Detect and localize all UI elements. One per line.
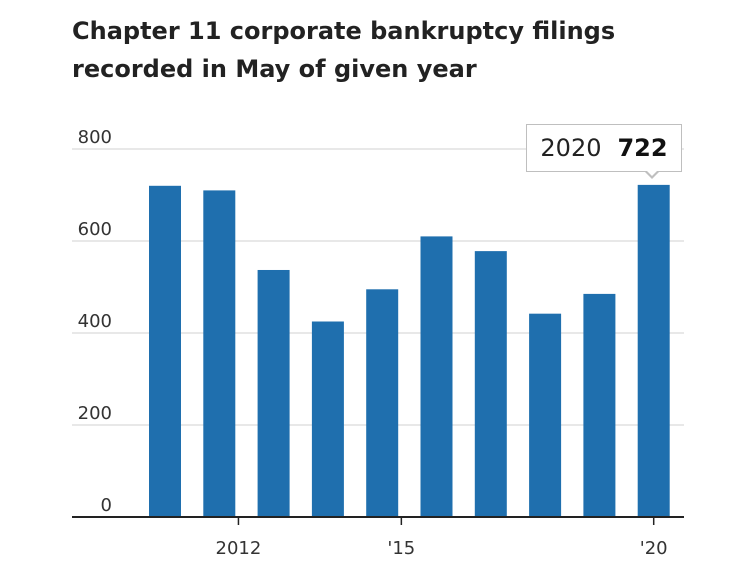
y-tick-label: 800 [78, 127, 112, 148]
callout-pointer-fill [645, 170, 658, 176]
x-tick-label: '15 [387, 538, 415, 559]
y-tick-label: 200 [78, 403, 112, 424]
y-tick-label: 0 [101, 495, 112, 516]
bar [366, 289, 399, 517]
bar [637, 184, 670, 517]
bar [474, 251, 507, 517]
bar [149, 185, 181, 518]
bar [529, 313, 562, 517]
callout-year: 2020 [540, 134, 602, 162]
bar [583, 293, 616, 517]
y-tick-label: 400 [78, 311, 112, 332]
bar [203, 190, 236, 517]
bar [311, 321, 344, 517]
y-tick-label: 600 [78, 219, 112, 240]
bar [257, 269, 290, 517]
chart-title: Chapter 11 corporate bankruptcy filings … [72, 12, 712, 88]
chart-title-line-2: recorded in May of given year [72, 55, 477, 83]
chart-title-line-1: Chapter 11 corporate bankruptcy filings [72, 17, 616, 45]
x-tick-label: '20 [640, 538, 668, 559]
callout-value: 722 [617, 134, 668, 162]
x-tick-label: 2012 [216, 538, 262, 559]
value-callout: 2020 722 [526, 124, 682, 172]
bar [420, 236, 453, 517]
